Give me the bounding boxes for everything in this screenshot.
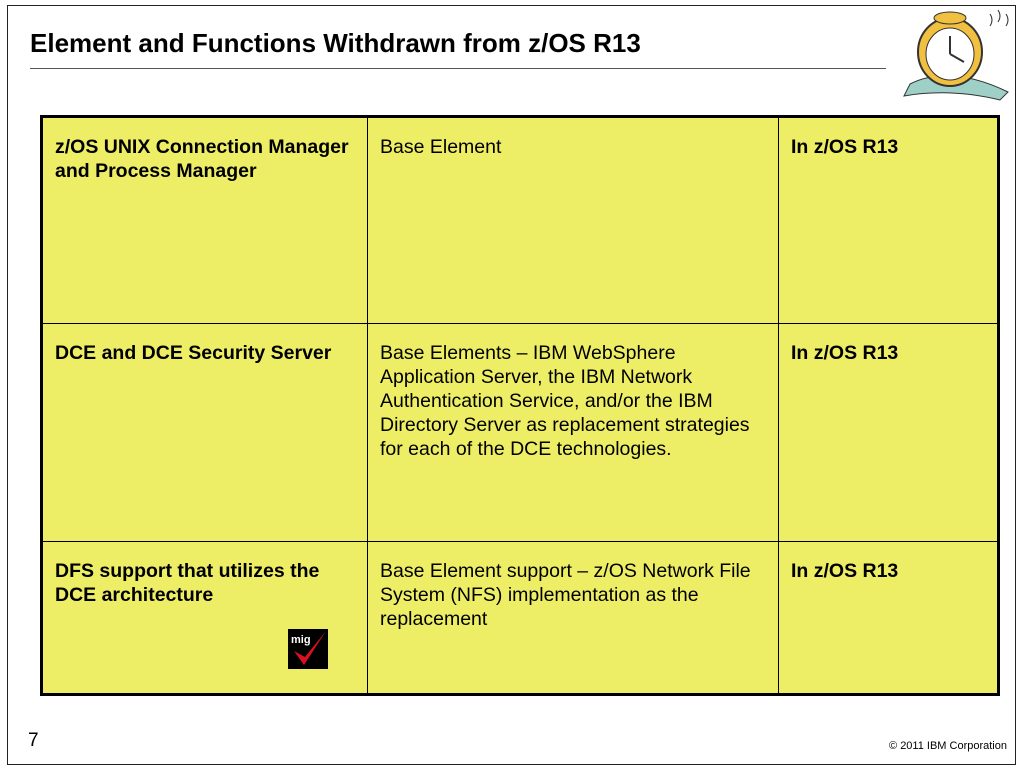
cell-text: In z/OS R13 (791, 560, 899, 582)
clock-clipart (903, 9, 1009, 101)
withdrawn-table: z/OS UNIX Connection Manager and Process… (40, 115, 1000, 696)
table-cell: Base Elements – IBM WebSphere Applicatio… (367, 323, 779, 542)
cell-text: z/OS UNIX Connection Manager and Process… (55, 136, 349, 182)
table-cell: Base Element support – z/OS Network File… (367, 541, 779, 695)
table-row: DFS support that utilizes the DCE archit… (41, 541, 999, 695)
cell-text: In z/OS R13 (791, 136, 899, 158)
table-cell: Base Element (367, 116, 779, 324)
table-cell: DCE and DCE Security Server (41, 323, 368, 542)
cell-text: DCE and DCE Security Server (55, 342, 332, 364)
table-cell: z/OS UNIX Connection Manager and Process… (41, 116, 368, 324)
table-cell: DFS support that utilizes the DCE archit… (41, 541, 368, 695)
table-row: z/OS UNIX Connection Manager and Process… (41, 116, 999, 324)
table-cell: In z/OS R13 (778, 541, 999, 695)
slide-title: Element and Functions Withdrawn from z/O… (30, 28, 641, 58)
table-cell: In z/OS R13 (778, 323, 999, 542)
cell-text: Base Element support – z/OS Network File… (380, 560, 751, 630)
check-mark (294, 631, 326, 665)
cell-text: Base Elements – IBM WebSphere Applicatio… (380, 342, 750, 460)
cell-text: Base Element (380, 136, 502, 158)
icon-label: mig (291, 634, 311, 646)
cell-text: In z/OS R13 (791, 342, 899, 364)
cell-text: DFS support that utilizes the DCE archit… (55, 560, 320, 606)
copyright: © 2011 IBM Corporation (889, 740, 1007, 752)
table-row: DCE and DCE Security Server Base Elements… (41, 323, 999, 542)
mig-icon: mig (288, 629, 328, 669)
table-cell: In z/OS R13 (778, 116, 999, 324)
slide-border (7, 5, 1016, 765)
title-rule (30, 68, 886, 69)
page-number: 7 (28, 730, 39, 751)
